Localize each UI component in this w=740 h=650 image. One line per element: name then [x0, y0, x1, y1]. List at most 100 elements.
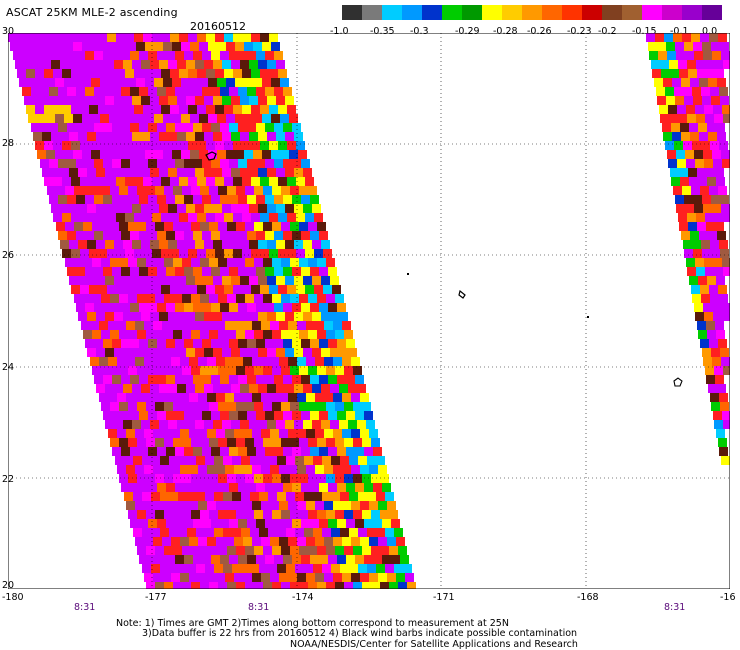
- wind-cell: [292, 411, 301, 420]
- wind-cell: [137, 402, 146, 411]
- colorbar-segment: [662, 5, 682, 20]
- wind-cell: [193, 447, 202, 456]
- wind-cell: [225, 393, 234, 402]
- wind-cell: [321, 420, 330, 429]
- wind-cell: [234, 393, 243, 402]
- wind-cell: [175, 519, 184, 528]
- wind-cell: [714, 213, 723, 222]
- wind-cell: [187, 492, 196, 501]
- wind-cell: [715, 222, 724, 231]
- wind-cell: [161, 69, 170, 78]
- wind-cell: [265, 519, 274, 528]
- wind-cell: [182, 474, 191, 483]
- wind-cell: [283, 123, 292, 132]
- wind-cell: [69, 168, 78, 177]
- wind-cell: [202, 195, 211, 204]
- wind-cell: [258, 312, 267, 321]
- colorbar-segment: [642, 5, 662, 20]
- wind-cell: [202, 555, 211, 564]
- wind-cell: [227, 438, 236, 447]
- wind-cell: [159, 132, 168, 141]
- wind-cell: [112, 195, 121, 204]
- wind-cell: [209, 438, 218, 447]
- wind-cell: [204, 240, 213, 249]
- wind-cell: [87, 240, 96, 249]
- wind-cell: [100, 78, 109, 87]
- wind-cell: [691, 33, 700, 42]
- wind-cell: [713, 159, 722, 168]
- wind-cell: [269, 285, 278, 294]
- wind-cell: [389, 510, 398, 519]
- wind-cell: [252, 429, 261, 438]
- wind-cell: [179, 249, 188, 258]
- wind-cell: [80, 213, 89, 222]
- wind-cell: [175, 447, 184, 456]
- wind-cell: [177, 276, 186, 285]
- wind-cell: [215, 105, 224, 114]
- wind-cell: [213, 204, 222, 213]
- wind-cell: [87, 168, 96, 177]
- wind-cell: [173, 438, 182, 447]
- wind-cell: [235, 78, 244, 87]
- wind-cell: [80, 69, 89, 78]
- wind-cell: [107, 105, 116, 114]
- wind-cell: [191, 294, 200, 303]
- colorbar-segment: [402, 5, 422, 20]
- wind-cell: [380, 546, 389, 555]
- wind-cell: [268, 564, 277, 573]
- wind-cell: [319, 519, 328, 528]
- wind-cell: [73, 78, 82, 87]
- wind-cell: [148, 483, 157, 492]
- wind-cell: [272, 222, 281, 231]
- wind-cell: [263, 366, 272, 375]
- wind-cell: [654, 78, 663, 87]
- wind-cell: [211, 519, 220, 528]
- wind-cell: [317, 474, 326, 483]
- wind-cell: [178, 528, 187, 537]
- wind-cell: [127, 78, 136, 87]
- wind-cell: [151, 492, 160, 501]
- colorbar-segment: [582, 5, 602, 20]
- wind-cell: [162, 573, 171, 582]
- wind-cell: [85, 339, 94, 348]
- wind-cell: [17, 69, 26, 78]
- wind-cell: [715, 69, 724, 78]
- colorbar-label: -0.1: [670, 26, 689, 37]
- wind-cell: [299, 582, 308, 589]
- wind-cell: [132, 132, 141, 141]
- colorbar-segment: [342, 5, 362, 20]
- wind-cell: [231, 384, 240, 393]
- wind-cell: [247, 339, 256, 348]
- wind-cell: [340, 492, 349, 501]
- wind-cell: [60, 168, 69, 177]
- wind-cell: [196, 456, 205, 465]
- wind-cell: [188, 105, 197, 114]
- wind-cell: [112, 51, 121, 60]
- wind-cell: [139, 195, 148, 204]
- wind-cell: [720, 402, 729, 411]
- wind-cell: [340, 528, 349, 537]
- wind-cell: [265, 375, 274, 384]
- wind-cell: [723, 420, 730, 429]
- wind-cell: [312, 276, 321, 285]
- wind-cell: [270, 357, 279, 366]
- wind-cell: [99, 357, 108, 366]
- wind-cell: [674, 87, 683, 96]
- wind-cell: [146, 582, 155, 589]
- wind-cell: [265, 339, 274, 348]
- wind-cell: [69, 276, 78, 285]
- wind-cell: [339, 384, 348, 393]
- wind-cell: [407, 582, 416, 589]
- wind-cell: [321, 348, 330, 357]
- wind-cell: [330, 276, 339, 285]
- wind-cell: [254, 402, 263, 411]
- wind-cell: [216, 501, 225, 510]
- wind-cell: [251, 285, 260, 294]
- wind-cell: [360, 393, 369, 402]
- wind-cell: [205, 456, 214, 465]
- wind-cell: [98, 213, 107, 222]
- wind-cell: [385, 492, 394, 501]
- wind-cell: [721, 51, 730, 60]
- wind-cell: [182, 330, 191, 339]
- wind-cell: [132, 96, 141, 105]
